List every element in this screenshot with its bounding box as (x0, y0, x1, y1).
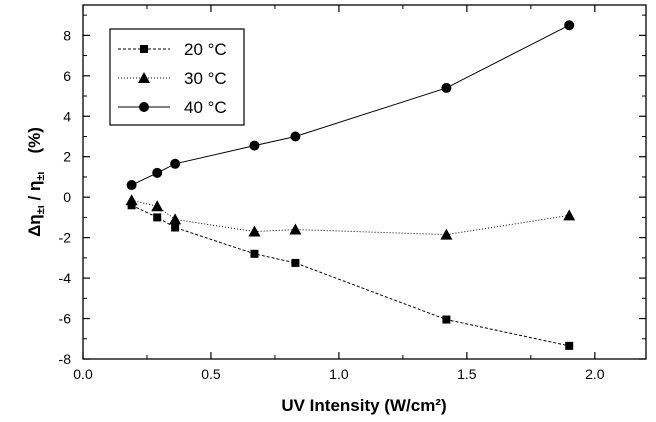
axis-ticks (82, 5, 646, 360)
data-point-circle (249, 140, 260, 151)
y-tick-label: -2 (59, 230, 72, 246)
legend-marker-triangle (138, 72, 150, 83)
data-point-circle (170, 158, 181, 169)
legend-label: 30 °C (184, 69, 227, 88)
data-point-circle (126, 180, 137, 191)
data-point-square (171, 223, 180, 232)
y-tick-label: 0 (63, 189, 71, 205)
data-point-square (127, 201, 136, 210)
legend: 20 °C 30 °C 40 °C (109, 28, 245, 126)
y-tick-label: -8 (59, 351, 72, 367)
data-point-triangle (440, 228, 453, 240)
legend-box (109, 28, 245, 126)
data-point-circle (290, 131, 301, 142)
data-point-triangle (563, 209, 576, 221)
data-point-square (442, 315, 451, 324)
data-point-square (565, 341, 574, 350)
tick-labels: 0.0 0.5 1.0 1.5 2.0 -8 -6 -4 -2 0 2 4 6 8 (59, 27, 605, 382)
data-point-triangle (169, 213, 182, 225)
series-line-1 (131, 199, 570, 236)
data-point-triangle (151, 200, 164, 212)
series-line-0 (131, 204, 570, 347)
series-markers (125, 20, 576, 350)
data-point-circle (564, 20, 575, 31)
y-tick-label: 8 (63, 27, 71, 43)
x-tick-label: 0.5 (201, 366, 221, 382)
legend-marker-square (140, 45, 148, 53)
x-tick-label: 1.5 (457, 366, 477, 382)
legend-marker-circle (139, 102, 149, 112)
plot-frame (82, 4, 647, 360)
data-point-circle (152, 167, 163, 178)
legend-label: 20 °C (184, 40, 227, 59)
y-tick-label: -4 (59, 270, 72, 286)
data-point-square (153, 213, 162, 222)
y-axis-title: Δη±ι / η±ι(%) (25, 127, 47, 237)
data-point-square (250, 249, 259, 258)
data-point-square (291, 258, 300, 267)
x-axis-title: UV Intensity (W/cm²) (281, 396, 446, 415)
data-point-triangle (125, 194, 138, 206)
x-tick-label: 0.0 (73, 366, 93, 382)
y-tick-label: 2 (63, 149, 71, 165)
x-tick-label: 2.0 (585, 366, 605, 382)
y-tick-label: 4 (63, 108, 71, 124)
y-tick-label: 6 (63, 68, 71, 84)
data-point-triangle (289, 223, 302, 235)
x-tick-label: 1.0 (329, 366, 349, 382)
legend-label: 40 °C (184, 98, 227, 117)
data-point-circle (441, 82, 452, 93)
data-point-triangle (248, 225, 261, 237)
y-tick-label: -6 (59, 311, 72, 327)
